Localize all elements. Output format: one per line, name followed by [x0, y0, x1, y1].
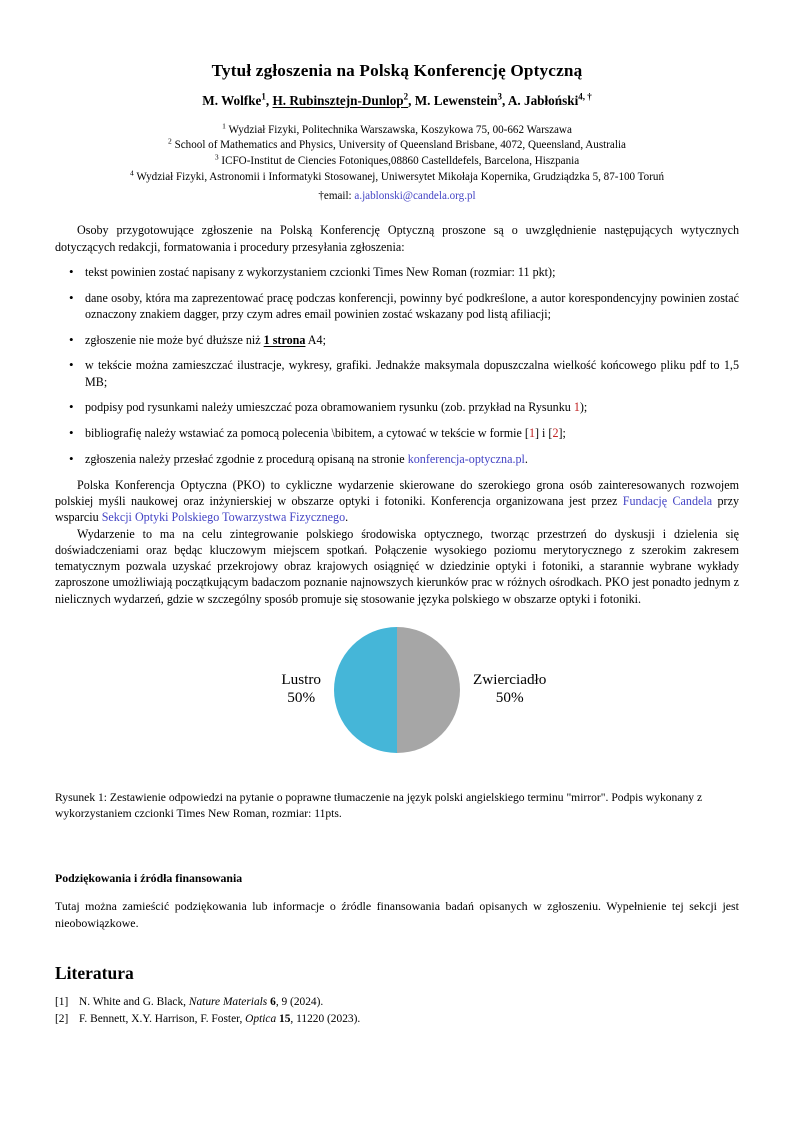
reference-number: [2] — [55, 1013, 69, 1026]
guidelines-list: tekst powinien zostać napisany z wykorzy… — [55, 263, 739, 468]
conference-website-link[interactable]: konferencja-optyczna.pl — [407, 451, 525, 466]
list-item: tekst powinien zostać napisany z wykorzy… — [55, 263, 739, 281]
list-item: [1] N. White and G. Black, Nature Materi… — [55, 994, 739, 1010]
citation-link-2[interactable]: 2 — [552, 426, 559, 441]
pie-label-lustro-percent: 50% — [287, 689, 316, 707]
sekcja-optyki-link[interactable]: Sekcji Optyki Polskiego Towarzystwa Fizy… — [101, 510, 346, 525]
reference-journal: Optica — [245, 1013, 277, 1026]
length-emphasis: 1 strona — [263, 332, 306, 347]
document-content: Tytuł zgłoszenia na Polską Konferencję O… — [55, 60, 739, 1029]
affiliation-3: 3 ICFO-Institut de Ciencies Fotoniques,0… — [214, 152, 580, 168]
author-4-affiliation-marker: 4, † — [578, 91, 592, 102]
author-sep-1: , — [265, 92, 273, 108]
list-item: zgłoszenia należy przesłać zgodnie z pro… — [55, 450, 739, 468]
page-title: Tytuł zgłoszenia na Polską Konferencję O… — [211, 61, 583, 80]
intro-paragraph: Osoby przygotowujące zgłoszenie na Polsk… — [55, 223, 739, 254]
fundacja-candela-link[interactable]: Fundację Candela — [622, 493, 713, 508]
author-list: M. Wolfke1, H. Rubinsztejn-Dunlop2, M. L… — [55, 92, 739, 109]
body-text: Osoby przygotowujące zgłoszenie na Polsk… — [55, 222, 739, 1027]
author-sep-2: , — [408, 92, 415, 108]
list-item: dane osoby, która ma zaprezentować pracę… — [55, 289, 739, 323]
reference-body: F. Bennett, X.Y. Harrison, F. Foster, Op… — [79, 1013, 361, 1026]
goal-paragraph: Wydarzenie to ma na celu zintegrowanie p… — [55, 526, 739, 606]
affiliation-1: 1 Wydział Fizyki, Politechnika Warszawsk… — [222, 120, 572, 136]
email-link[interactable]: a.jablonski@candela.org.pl — [354, 189, 476, 202]
author-1: M. Wolfke1 — [202, 91, 266, 108]
reference-volume: 15 — [279, 1013, 291, 1026]
pie-label-lustro: Lustro 50% — [281, 671, 321, 708]
email-prefix: †email: — [318, 189, 355, 202]
affiliation-2-marker: 2 — [168, 136, 172, 146]
pie-label-lustro-name: Lustro — [281, 670, 321, 688]
author-2-affiliation-marker: 2 — [403, 91, 409, 102]
affiliation-list: 1 Wydział Fizyki, Politechnika Warszawsk… — [55, 120, 739, 186]
bibliography-heading: Literatura — [55, 963, 134, 984]
author-1-affiliation-marker: 1 — [261, 91, 266, 102]
bibliography-list: [1] N. White and G. Black, Nature Materi… — [55, 994, 739, 1028]
list-item: bibliografię należy wstawiać za pomocą p… — [55, 424, 739, 442]
figure-caption-label: Rysunek 1: — [55, 790, 108, 804]
paragraph-group: Polska Konferencja Optyczna (PKO) to cyk… — [55, 477, 739, 607]
list-item: w tekście można zamieszczać ilustracje, … — [55, 356, 739, 390]
author-3-affiliation-marker: 3 — [497, 91, 502, 102]
affiliation-4: 4 Wydział Fizyki, Astronomii i Informaty… — [129, 168, 664, 183]
author-sep-3: , — [502, 92, 508, 108]
author-3: M. Lewenstein3 — [414, 91, 502, 108]
reference-volume: 6 — [270, 995, 276, 1008]
affiliation-2: 2 School of Mathematics and Physics, Uni… — [168, 136, 626, 152]
list-item: podpisy pod rysunkami należy umieszczać … — [55, 398, 739, 416]
list-item: [2] F. Bennett, X.Y. Harrison, F. Foster… — [55, 1011, 739, 1027]
reference-number: [1] — [55, 995, 69, 1008]
pko-description-paragraph: Polska Konferencja Optyczna (PKO) to cyk… — [55, 477, 739, 525]
affiliation-3-marker: 3 — [214, 152, 219, 162]
affiliation-1-marker: 1 — [222, 120, 226, 130]
author-4: A. Jabłoński4, † — [507, 91, 592, 108]
affiliation-4-marker: 4 — [129, 168, 134, 178]
list-item: zgłoszenie nie może być dłuższe niż 1 st… — [55, 331, 739, 349]
pie-label-zwierciadlo: Zwierciadło 50% — [473, 671, 546, 708]
figure-caption-text: Zestawienie odpowiedzi na pytanie o popr… — [55, 790, 703, 821]
reference-body: N. White and G. Black, Nature Materials … — [79, 995, 324, 1008]
reference-journal: Nature Materials — [188, 995, 268, 1008]
figure-crossref-link[interactable]: 1 — [573, 400, 580, 415]
pie-shape — [334, 626, 460, 753]
acknowledgements-text: Tutaj można zamieścić podziękowania lub … — [55, 898, 739, 931]
figure-1: Lustro 50% Zwierciadło 50% — [55, 619, 739, 784]
author-2-presenting: H. Rubinsztejn-Dunlop2 — [272, 91, 409, 108]
citation-link-1[interactable]: 1 — [528, 426, 535, 441]
figure-caption: Rysunek 1: Zestawienie odpowiedzi na pyt… — [55, 790, 739, 823]
pie-chart: Lustro 50% Zwierciadło 50% — [281, 626, 546, 753]
corresponding-email-line: †email: a.jablonski@candela.org.pl — [55, 188, 739, 205]
acknowledgements-heading: Podziękowania i źródła finansowania — [55, 871, 243, 885]
pie-label-zwierciadlo-percent: 50% — [495, 689, 524, 707]
pie-label-zwierciadlo-name: Zwierciadło — [473, 670, 547, 688]
